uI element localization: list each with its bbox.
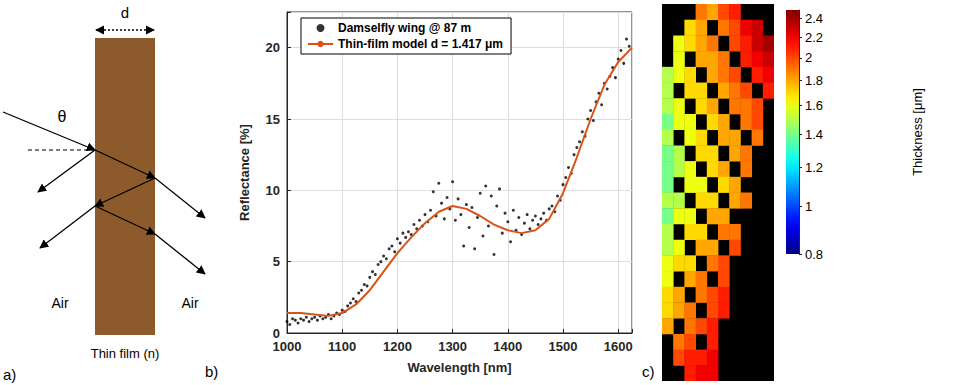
svg-text:1200: 1200	[383, 339, 412, 354]
svg-text:a): a)	[3, 366, 16, 383]
svg-text:1.4: 1.4	[805, 127, 823, 142]
svg-text:1: 1	[805, 199, 812, 214]
svg-text:5: 5	[273, 254, 280, 269]
svg-text:1.8: 1.8	[805, 73, 823, 88]
svg-text:Thin-film model d = 1.417 μm: Thin-film model d = 1.417 μm	[338, 37, 503, 51]
svg-text:0: 0	[272, 325, 280, 341]
svg-text:d: d	[121, 4, 129, 21]
svg-text:1400: 1400	[493, 339, 522, 354]
svg-text:15: 15	[266, 112, 280, 127]
html-text:c): c)	[642, 363, 655, 380]
svg-text:1300: 1300	[438, 339, 467, 354]
svg-text:1600: 1600	[604, 339, 633, 354]
svg-text:0.8: 0.8	[805, 247, 823, 262]
svg-text:2.4: 2.4	[805, 11, 823, 26]
svg-text:Air: Air	[181, 295, 198, 311]
svg-text:Thin film (n): Thin film (n)	[91, 346, 160, 361]
svg-text:2.2: 2.2	[805, 30, 823, 45]
svg-text:10: 10	[266, 183, 280, 198]
svg-text:1.6: 1.6	[805, 98, 823, 113]
html-text:b): b)	[205, 363, 219, 380]
svg-text:Thickness [μm]: Thickness [μm]	[910, 88, 925, 176]
svg-text:Air: Air	[51, 295, 68, 311]
svg-text:θ: θ	[58, 108, 67, 125]
svg-text:2: 2	[805, 50, 812, 65]
svg-text:1.2: 1.2	[805, 160, 823, 175]
svg-text:1500: 1500	[549, 339, 578, 354]
svg-text:1000: 1000	[273, 339, 302, 354]
svg-text:Reflectance [%]: Reflectance [%]	[237, 124, 252, 221]
svg-text:20: 20	[266, 40, 280, 55]
svg-text:Wavelength [nm]: Wavelength [nm]	[407, 360, 511, 375]
svg-text:Damselfly wing @ 87 m: Damselfly wing @ 87 m	[338, 21, 471, 35]
svg-text:1100: 1100	[328, 339, 356, 354]
